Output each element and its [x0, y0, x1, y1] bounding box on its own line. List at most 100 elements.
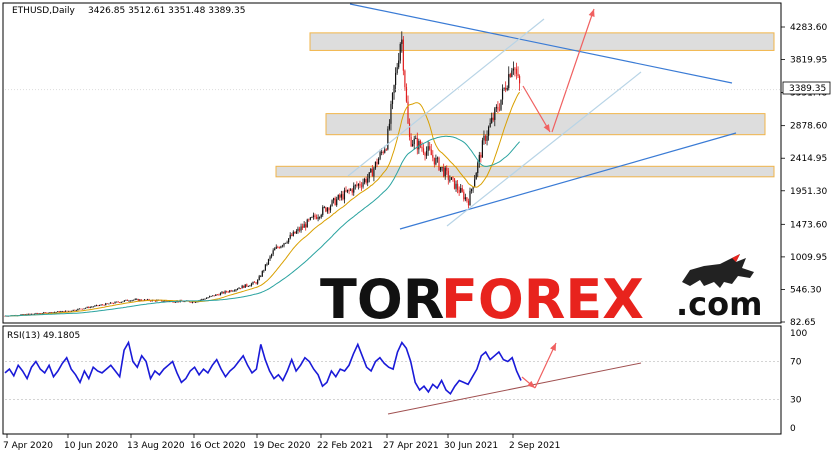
candle-body: [438, 157, 440, 171]
candle-body: [195, 301, 197, 303]
candle-body: [66, 310, 68, 312]
candle-body: [288, 238, 290, 243]
candle-body: [514, 68, 516, 70]
candle-body: [491, 117, 493, 123]
candle-body: [264, 264, 266, 271]
candle-body: [229, 290, 231, 293]
candle-body: [209, 296, 211, 298]
candle-body: [329, 206, 332, 211]
date-tick-label: 2 Sep 2021: [509, 441, 560, 451]
candle-body: [475, 173, 477, 180]
candle-body: [86, 306, 88, 308]
date-tick-label: 16 Oct 2020: [190, 441, 246, 451]
candle-body: [486, 135, 488, 141]
candle-body: [359, 183, 361, 186]
candle-body: [354, 184, 356, 186]
candle-body: [277, 246, 279, 248]
candle-body: [33, 313, 36, 315]
candle-body: [221, 291, 223, 294]
rsi-plot: [4, 340, 781, 415]
candle-body: [373, 168, 375, 177]
candle-body: [337, 194, 339, 200]
candle-body: [393, 85, 395, 94]
candle-body: [351, 189, 353, 193]
rsi-axis: 100 70 30 0: [790, 329, 807, 434]
candle-body: [424, 153, 426, 156]
candle-body: [494, 108, 496, 120]
candle-body: [427, 146, 429, 151]
candle-body: [348, 189, 350, 191]
candle-body: [519, 76, 521, 84]
candle-body: [55, 311, 57, 313]
candle-body: [46, 312, 48, 314]
candle-body: [492, 117, 494, 120]
candle-body: [498, 109, 501, 111]
candle-body: [116, 301, 118, 303]
descending-trendline: [349, 3, 733, 84]
candle-body: [395, 72, 397, 86]
candle-body: [446, 167, 448, 171]
candle-body: [190, 302, 192, 303]
main-chart-plot: [4, 3, 781, 317]
candle-body: [447, 170, 449, 180]
rsi-arrow-up: [534, 342, 557, 389]
candle-body: [97, 305, 99, 306]
candle-body: [455, 183, 457, 189]
candle-body: [184, 301, 186, 303]
candle-body: [125, 299, 127, 301]
candle-body: [466, 197, 468, 201]
date-tick-label: 10 Jun 2020: [64, 441, 118, 451]
candle-body: [78, 308, 80, 310]
candle-body: [415, 137, 417, 139]
candle-body: [30, 313, 32, 315]
candle-body: [467, 200, 470, 206]
candle-body: [315, 217, 318, 219]
candle-body: [129, 300, 132, 302]
candle-body: [60, 311, 62, 313]
candle-body: [278, 247, 280, 249]
date-tick-label: 27 Apr 2021: [383, 441, 439, 451]
candle-body: [123, 300, 125, 302]
candle-body: [497, 106, 499, 110]
candle-body: [212, 295, 214, 297]
candle-body: [128, 300, 130, 302]
candle-body: [21, 314, 23, 315]
rsi-line: [4, 340, 522, 396]
price-tick-label: 1009.95: [790, 253, 827, 263]
candle-body: [505, 87, 507, 91]
candle-body: [109, 302, 111, 304]
candle-body: [488, 127, 490, 136]
candle-body: [222, 291, 225, 294]
candle-body: [367, 178, 369, 183]
candle-body: [260, 276, 262, 278]
candle-body: [108, 303, 110, 305]
channel-line-upper: [347, 18, 545, 177]
candle-body: [410, 136, 412, 147]
candle-body: [244, 284, 246, 288]
candle-body: [41, 313, 43, 315]
zone-resistance: [309, 32, 775, 51]
candle-body: [353, 185, 355, 193]
last-price-tag-box: [782, 81, 831, 95]
candle-body: [150, 300, 152, 302]
candle-body: [336, 199, 338, 206]
candle-body: [381, 151, 383, 153]
candle-body: [441, 166, 443, 168]
candle-body: [289, 234, 291, 239]
candle-body: [106, 303, 108, 305]
candle-body: [117, 301, 119, 303]
candle-body: [343, 190, 346, 200]
candle-body: [154, 300, 156, 302]
candle-body: [52, 312, 54, 314]
candle-body: [368, 172, 370, 179]
candle-body: [326, 207, 328, 212]
candle-body: [204, 298, 206, 300]
candle-body: [205, 298, 208, 299]
rsi-tick-label: 0: [790, 424, 796, 434]
candle-body: [429, 146, 431, 150]
candle-body: [362, 182, 364, 187]
logo-text-forex: FOREX: [441, 268, 644, 331]
rsi-tick-label: 70: [790, 358, 802, 368]
candle-body: [80, 308, 82, 310]
candle-body: [100, 304, 102, 306]
